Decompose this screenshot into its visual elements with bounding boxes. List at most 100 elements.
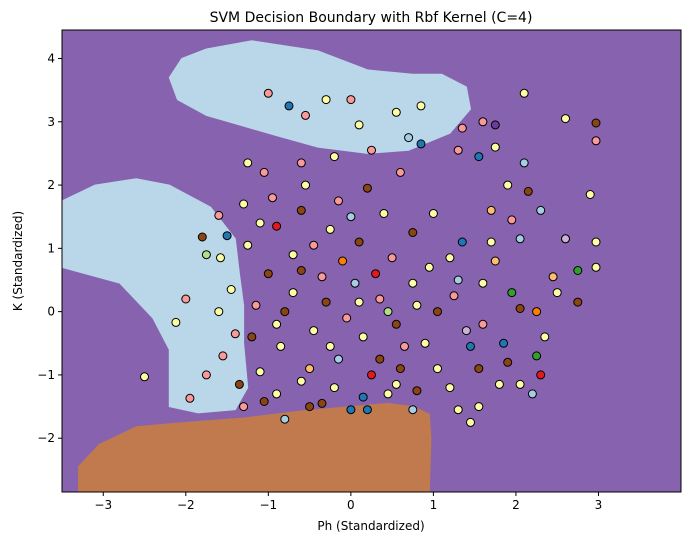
data-point-10 bbox=[284, 101, 294, 111]
data-point-113 bbox=[272, 389, 282, 399]
data-point-93 bbox=[334, 196, 343, 206]
data-point-24 bbox=[561, 114, 570, 124]
data-point-54 bbox=[507, 288, 517, 298]
x-tick-label: 2 bbox=[512, 498, 520, 512]
data-point-49 bbox=[346, 405, 356, 415]
data-point-112 bbox=[234, 379, 244, 389]
data-point-27 bbox=[523, 186, 533, 196]
data-point-126 bbox=[540, 332, 550, 342]
data-point-58 bbox=[466, 341, 475, 351]
data-point-18 bbox=[416, 139, 426, 149]
data-point-62 bbox=[507, 215, 517, 225]
data-point-115 bbox=[358, 392, 368, 402]
y-tick-label: 2 bbox=[47, 178, 55, 192]
data-point-147 bbox=[354, 297, 364, 307]
data-point-78 bbox=[230, 329, 240, 339]
data-point-44 bbox=[466, 417, 475, 427]
data-point-110 bbox=[214, 307, 224, 317]
x-tick-label: −2 bbox=[177, 498, 195, 512]
chart-title: SVM Decision Boundary with Rbf Kernel (C… bbox=[210, 10, 533, 26]
data-point-33 bbox=[573, 266, 583, 275]
y-tick-label: 1 bbox=[47, 241, 55, 255]
data-point-3 bbox=[185, 393, 195, 403]
data-point-138 bbox=[383, 307, 393, 317]
data-point-116 bbox=[391, 379, 401, 389]
data-point-148 bbox=[296, 266, 306, 275]
data-point-63 bbox=[490, 256, 500, 266]
data-point-51 bbox=[280, 414, 290, 424]
data-point-118 bbox=[338, 256, 348, 266]
data-point-70 bbox=[375, 294, 385, 304]
data-point-130 bbox=[395, 167, 405, 177]
data-point-123 bbox=[478, 278, 488, 288]
data-point-98 bbox=[445, 253, 455, 263]
data-points bbox=[140, 88, 601, 427]
data-point-47 bbox=[408, 405, 418, 415]
data-point-99 bbox=[449, 291, 459, 301]
data-point-11 bbox=[301, 110, 310, 120]
decision-region-brown-2 bbox=[78, 402, 432, 492]
data-point-66 bbox=[272, 221, 282, 231]
data-point-38 bbox=[532, 307, 542, 317]
data-point-97 bbox=[428, 209, 438, 218]
data-point-114 bbox=[317, 398, 327, 408]
data-point-80 bbox=[296, 376, 306, 386]
data-point-20 bbox=[478, 117, 488, 127]
data-point-121 bbox=[247, 332, 257, 342]
x-tick-label: 1 bbox=[430, 498, 438, 512]
data-point-74 bbox=[309, 326, 319, 336]
data-point-40 bbox=[536, 370, 546, 380]
data-point-139 bbox=[305, 364, 315, 374]
data-point-68 bbox=[317, 272, 327, 282]
data-point-106 bbox=[263, 269, 273, 279]
data-point-120 bbox=[280, 307, 290, 317]
x-tick-label: −3 bbox=[94, 498, 112, 512]
plot-frame bbox=[61, 29, 682, 493]
data-point-133 bbox=[296, 158, 306, 168]
data-point-12 bbox=[321, 95, 331, 105]
data-point-137 bbox=[490, 142, 500, 152]
y-tick-label: −1 bbox=[37, 368, 55, 382]
data-point-128 bbox=[503, 357, 513, 367]
data-point-25 bbox=[591, 118, 601, 128]
data-point-89 bbox=[325, 224, 335, 234]
data-point-65 bbox=[503, 180, 513, 190]
data-point-84 bbox=[420, 338, 430, 348]
data-point-22 bbox=[474, 152, 484, 162]
data-point-149 bbox=[255, 218, 265, 228]
data-point-107 bbox=[243, 240, 253, 250]
data-point-26 bbox=[591, 136, 601, 146]
data-point-29 bbox=[515, 234, 525, 244]
data-point-19 bbox=[457, 123, 467, 133]
data-point-105 bbox=[288, 288, 298, 298]
data-point-83 bbox=[395, 364, 405, 374]
data-point-67 bbox=[288, 250, 298, 260]
data-point-127 bbox=[548, 272, 558, 282]
data-point-73 bbox=[334, 354, 343, 364]
y-axis-label: K (Standardized) bbox=[11, 211, 25, 311]
data-point-59 bbox=[453, 275, 463, 285]
data-point-143 bbox=[412, 300, 422, 310]
data-point-119 bbox=[309, 240, 319, 250]
data-point-132 bbox=[329, 152, 339, 162]
data-point-37 bbox=[552, 288, 562, 298]
x-tick-label: 3 bbox=[595, 498, 603, 512]
data-point-0 bbox=[140, 372, 149, 382]
data-point-34 bbox=[573, 297, 583, 307]
data-point-71 bbox=[391, 319, 401, 329]
data-point-94 bbox=[362, 183, 372, 193]
data-point-69 bbox=[350, 278, 360, 288]
data-point-96 bbox=[408, 228, 418, 237]
data-point-95 bbox=[379, 209, 389, 218]
data-point-109 bbox=[201, 250, 211, 260]
data-point-16 bbox=[416, 101, 426, 111]
data-point-85 bbox=[433, 307, 442, 317]
data-point-53 bbox=[239, 402, 249, 412]
data-point-125 bbox=[445, 383, 455, 393]
data-point-136 bbox=[453, 145, 463, 155]
data-point-15 bbox=[391, 107, 401, 117]
data-point-124 bbox=[474, 364, 484, 374]
data-point-55 bbox=[515, 304, 525, 313]
data-point-9 bbox=[263, 88, 273, 98]
